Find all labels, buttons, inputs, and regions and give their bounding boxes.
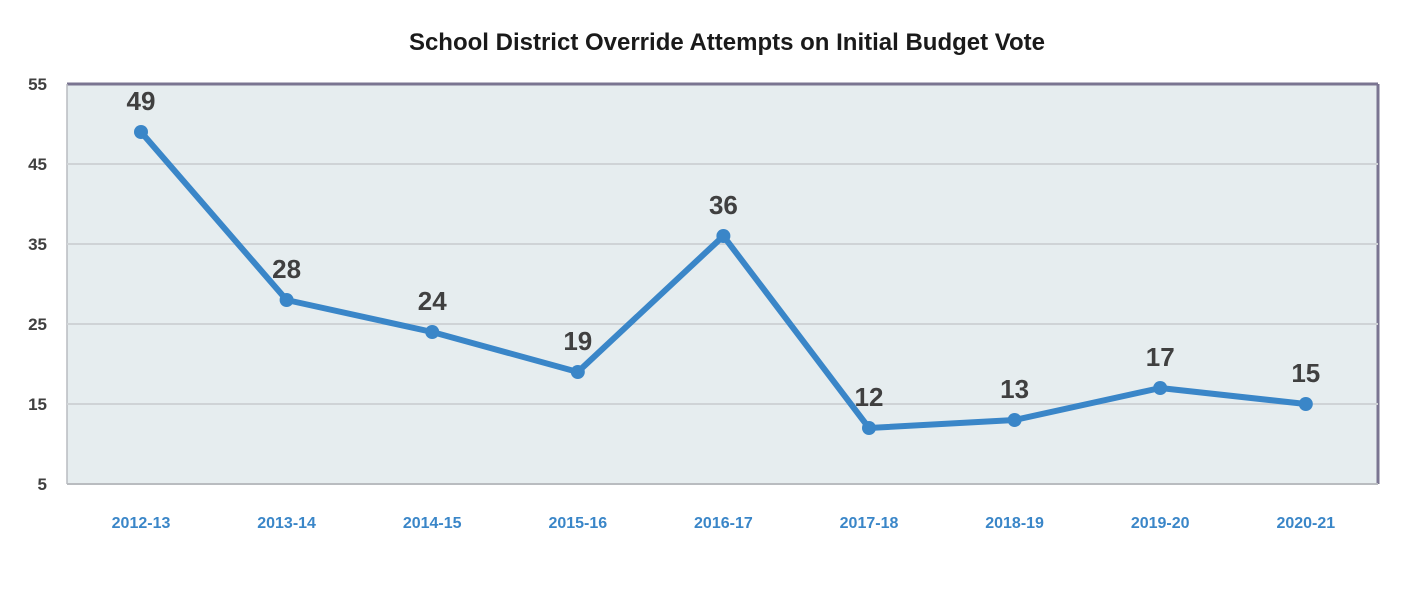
data-point	[279, 293, 294, 307]
chart-title: School District Override Attempts on Ini…	[409, 29, 1045, 56]
data-point	[570, 365, 585, 379]
x-tick-label: 2018-19	[985, 515, 1044, 532]
data-point	[1298, 397, 1313, 411]
y-tick-label: 5	[38, 475, 47, 494]
data-label: 28	[272, 254, 301, 284]
data-point	[134, 125, 148, 139]
y-tick-label: 45	[28, 155, 47, 174]
x-tick-label: 2016-17	[694, 515, 753, 532]
data-label: 36	[709, 190, 738, 220]
x-tick-label: 2012-13	[112, 515, 171, 532]
plot-background	[67, 84, 1378, 484]
data-label: 12	[855, 382, 884, 412]
data-point	[425, 325, 440, 339]
data-label: 13	[1000, 374, 1029, 404]
y-tick-label: 15	[28, 395, 47, 414]
data-label: 49	[127, 86, 156, 116]
data-labels: 49 28 24 19 36 12 13 17 15	[127, 86, 1321, 412]
y-tick-label: 55	[28, 75, 47, 94]
x-tick-label: 2020-21	[1276, 515, 1335, 532]
x-tick-label: 2017-18	[840, 515, 899, 532]
x-tick-label: 2015-16	[548, 515, 607, 532]
data-label: 24	[418, 286, 447, 316]
data-point	[716, 229, 731, 243]
x-tick-label: 2019-20	[1131, 515, 1190, 532]
data-point	[1153, 381, 1168, 395]
data-label: 15	[1291, 358, 1320, 388]
plot-area	[66, 82, 1380, 484]
grid-lines	[67, 163, 1378, 485]
data-point	[862, 421, 876, 435]
y-tick-label: 25	[28, 315, 47, 334]
x-axis-ticks: 2012-13 2013-14 2014-15 2015-16 2016-17 2017-…	[112, 515, 1336, 532]
x-tick-label: 2014-15	[403, 515, 462, 532]
x-tick-label: 2013-14	[257, 515, 316, 532]
data-label: 17	[1146, 342, 1175, 372]
y-axis-ticks: 55 45 35 25 15 5	[28, 75, 47, 494]
data-points	[134, 125, 1313, 435]
data-point	[1007, 413, 1022, 427]
y-tick-label: 35	[28, 235, 47, 254]
data-label: 19	[563, 326, 592, 356]
